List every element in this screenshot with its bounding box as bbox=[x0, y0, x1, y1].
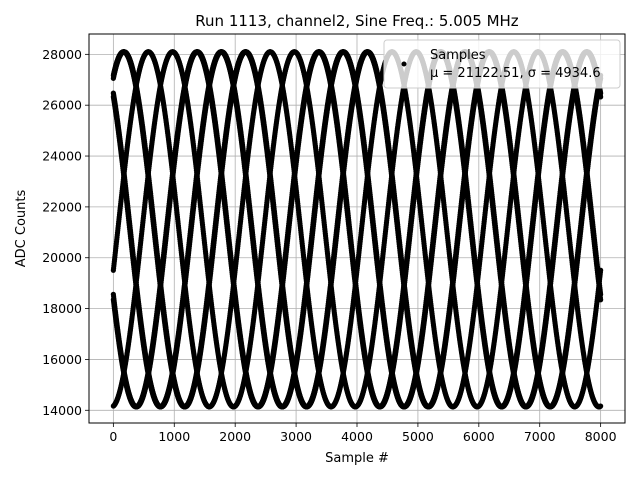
chart-figure: 010002000300040005000600070008000 140001… bbox=[0, 0, 640, 480]
chart-svg: 010002000300040005000600070008000 140001… bbox=[0, 0, 640, 480]
